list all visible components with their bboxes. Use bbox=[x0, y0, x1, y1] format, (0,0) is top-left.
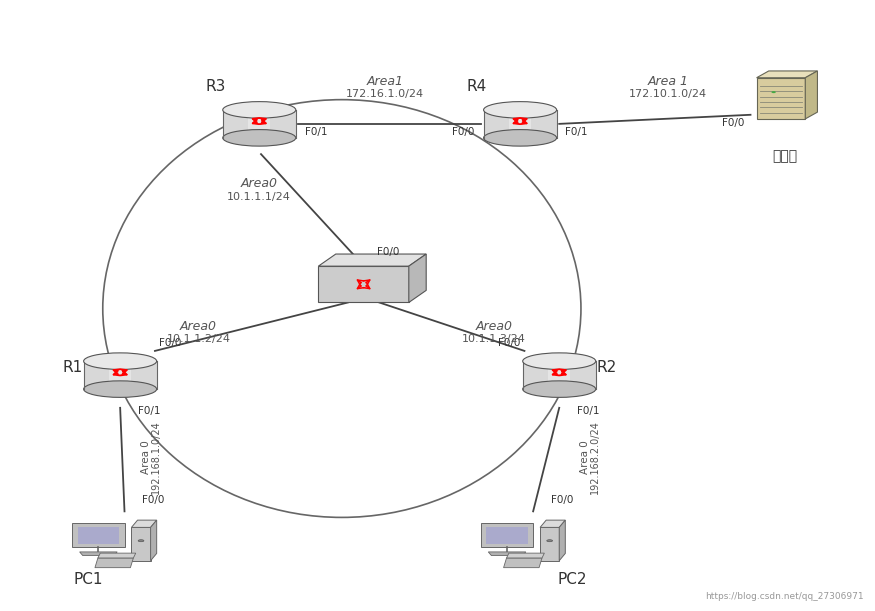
Text: 10.1.1.2/24: 10.1.1.2/24 bbox=[166, 334, 230, 344]
Text: PC1: PC1 bbox=[74, 572, 102, 587]
Ellipse shape bbox=[772, 91, 776, 93]
Polygon shape bbox=[559, 520, 565, 561]
Polygon shape bbox=[80, 552, 117, 555]
Ellipse shape bbox=[223, 101, 296, 118]
Text: Area0: Area0 bbox=[241, 177, 277, 191]
Text: F0/0: F0/0 bbox=[142, 496, 164, 505]
Text: 10.1.1.3/24: 10.1.1.3/24 bbox=[462, 334, 526, 344]
Polygon shape bbox=[507, 553, 544, 558]
Polygon shape bbox=[487, 527, 528, 544]
Polygon shape bbox=[522, 361, 596, 389]
Polygon shape bbox=[509, 110, 531, 138]
Polygon shape bbox=[248, 110, 270, 138]
Polygon shape bbox=[540, 527, 559, 561]
Polygon shape bbox=[78, 527, 119, 544]
Text: Area1: Area1 bbox=[367, 75, 404, 87]
Polygon shape bbox=[223, 110, 296, 138]
Ellipse shape bbox=[223, 130, 296, 146]
Text: Area 0: Area 0 bbox=[580, 440, 590, 474]
Polygon shape bbox=[318, 254, 426, 266]
Ellipse shape bbox=[84, 353, 157, 370]
Polygon shape bbox=[84, 361, 157, 389]
Polygon shape bbox=[549, 361, 570, 389]
Text: 172.10.1.0/24: 172.10.1.0/24 bbox=[629, 89, 707, 98]
Polygon shape bbox=[318, 266, 409, 302]
Text: 192.168.1.0/24: 192.168.1.0/24 bbox=[150, 420, 161, 494]
Text: R4: R4 bbox=[466, 79, 486, 93]
Text: 10.1.1.1/24: 10.1.1.1/24 bbox=[228, 191, 291, 202]
Text: F0/1: F0/1 bbox=[304, 126, 327, 137]
Text: F0/0: F0/0 bbox=[377, 247, 399, 257]
Polygon shape bbox=[484, 110, 556, 138]
Text: 服务器: 服务器 bbox=[773, 149, 798, 163]
Text: F0/1: F0/1 bbox=[137, 406, 160, 417]
Polygon shape bbox=[757, 71, 817, 78]
Text: R1: R1 bbox=[62, 360, 82, 375]
Polygon shape bbox=[131, 527, 150, 561]
Text: F0/0: F0/0 bbox=[452, 126, 475, 137]
Ellipse shape bbox=[522, 381, 596, 397]
Polygon shape bbox=[805, 71, 817, 119]
Text: Area 1: Area 1 bbox=[648, 75, 689, 87]
Text: R3: R3 bbox=[206, 79, 226, 93]
Ellipse shape bbox=[138, 540, 144, 542]
Polygon shape bbox=[131, 520, 157, 527]
Text: R2: R2 bbox=[597, 360, 617, 375]
Text: 172.16.1.0/24: 172.16.1.0/24 bbox=[346, 89, 424, 98]
Text: Area 0: Area 0 bbox=[141, 440, 151, 474]
Text: F0/0: F0/0 bbox=[722, 118, 745, 128]
Ellipse shape bbox=[84, 381, 157, 397]
Polygon shape bbox=[73, 524, 124, 547]
Polygon shape bbox=[409, 254, 426, 302]
Text: F0/0: F0/0 bbox=[159, 338, 182, 348]
Text: F0/1: F0/1 bbox=[577, 406, 599, 417]
Text: F0/0: F0/0 bbox=[550, 496, 573, 505]
Polygon shape bbox=[109, 361, 131, 389]
Ellipse shape bbox=[484, 101, 556, 118]
Text: Area0: Area0 bbox=[475, 320, 513, 333]
Polygon shape bbox=[481, 524, 533, 547]
Text: F0/0: F0/0 bbox=[498, 338, 520, 348]
Text: PC2: PC2 bbox=[557, 572, 587, 587]
Text: F0/1: F0/1 bbox=[565, 126, 588, 137]
Polygon shape bbox=[540, 520, 565, 527]
Text: https://blog.csdn.net/qq_27306971: https://blog.csdn.net/qq_27306971 bbox=[705, 592, 864, 601]
Ellipse shape bbox=[522, 353, 596, 370]
Polygon shape bbox=[504, 558, 542, 568]
Text: 192.168.2.0/24: 192.168.2.0/24 bbox=[590, 420, 599, 494]
Polygon shape bbox=[98, 553, 136, 558]
Polygon shape bbox=[757, 78, 805, 119]
Text: Area0: Area0 bbox=[180, 320, 217, 333]
Polygon shape bbox=[488, 552, 526, 555]
Polygon shape bbox=[95, 558, 133, 568]
Ellipse shape bbox=[484, 130, 556, 146]
Ellipse shape bbox=[547, 540, 552, 542]
Polygon shape bbox=[150, 520, 157, 561]
